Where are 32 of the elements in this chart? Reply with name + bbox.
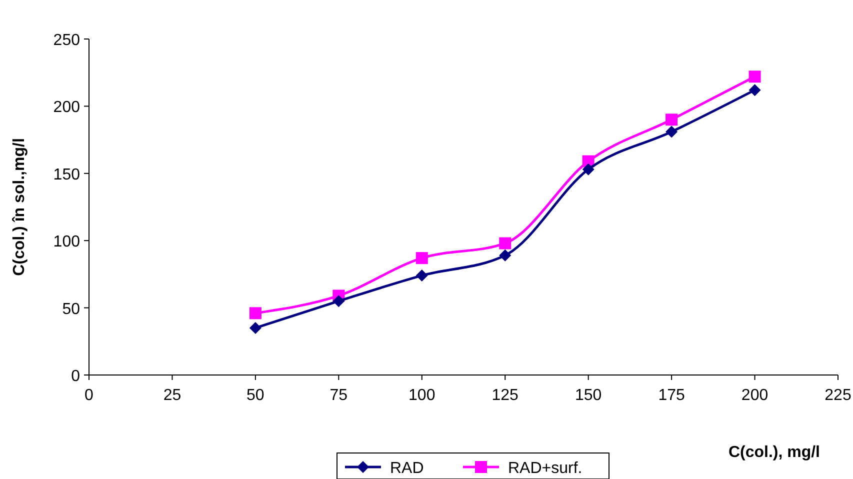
legend-label: RAD+surf. <box>508 460 582 477</box>
legend-label: RAD <box>390 460 424 477</box>
x-tick-label: 150 <box>574 387 602 404</box>
x-tick-label: 200 <box>741 387 768 404</box>
y-tick-label: 50 <box>62 300 80 318</box>
y-tick-label: 250 <box>53 32 80 49</box>
x-tick-label: 225 <box>824 387 852 404</box>
x-axis-title: C(col.), mg/l <box>728 444 820 461</box>
x-tick-label: 50 <box>246 387 264 404</box>
point <box>748 70 761 83</box>
point <box>582 163 594 176</box>
x-tick-label: 75 <box>330 387 348 404</box>
x-tick-label: 125 <box>492 387 519 404</box>
y-axis-title: C(col.) în sol.,mg/l <box>11 138 28 276</box>
x-tick-label: 100 <box>408 387 436 404</box>
x-tick-label: 0 <box>84 387 94 404</box>
point <box>499 249 512 262</box>
y-tick-label: 200 <box>53 99 80 116</box>
y-tick-label: 150 <box>53 166 80 184</box>
point <box>249 322 262 334</box>
x-tick-label: 25 <box>163 387 182 404</box>
point <box>249 307 262 320</box>
point <box>499 237 512 250</box>
y-tick-label: 0 <box>71 368 80 385</box>
point <box>416 270 428 282</box>
point <box>748 84 761 96</box>
point <box>332 295 345 308</box>
point <box>416 252 428 264</box>
point <box>666 114 678 126</box>
x-tick-label: 175 <box>658 387 685 404</box>
y-tick-label: 100 <box>53 234 80 251</box>
point <box>666 126 678 138</box>
